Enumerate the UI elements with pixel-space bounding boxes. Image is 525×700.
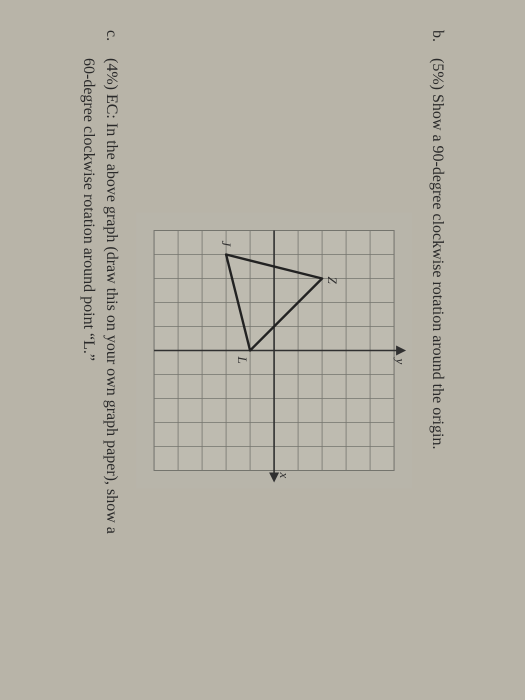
question-b: b. (5%) Show a 90-degree clockwise rotat… xyxy=(426,30,448,670)
question-c-text: (4%) EC: In the above graph (draw this o… xyxy=(77,58,122,670)
svg-text:x: x xyxy=(277,471,292,478)
question-c-line1: (4%) EC: In the above graph (draw this o… xyxy=(103,58,120,534)
content: b. (5%) Show a 90-degree clockwise rotat… xyxy=(49,0,476,700)
coordinate-graph: yxZJL xyxy=(136,212,412,488)
question-c-line2: 60-degree clockwise rotation around poin… xyxy=(80,58,97,361)
svg-text:Z: Z xyxy=(325,276,340,284)
svg-text:L: L xyxy=(235,355,250,363)
page-rotated: b. (5%) Show a 90-degree clockwise rotat… xyxy=(0,88,525,613)
question-c-label: c. xyxy=(77,30,122,58)
graph-container: yxZJL xyxy=(136,30,412,670)
svg-text:y: y xyxy=(393,356,408,364)
question-b-text: (5%) Show a 90-degree clockwise rotation… xyxy=(426,58,448,670)
question-b-label: b. xyxy=(426,30,448,58)
question-c: c. (4%) EC: In the above graph (draw thi… xyxy=(77,30,122,670)
